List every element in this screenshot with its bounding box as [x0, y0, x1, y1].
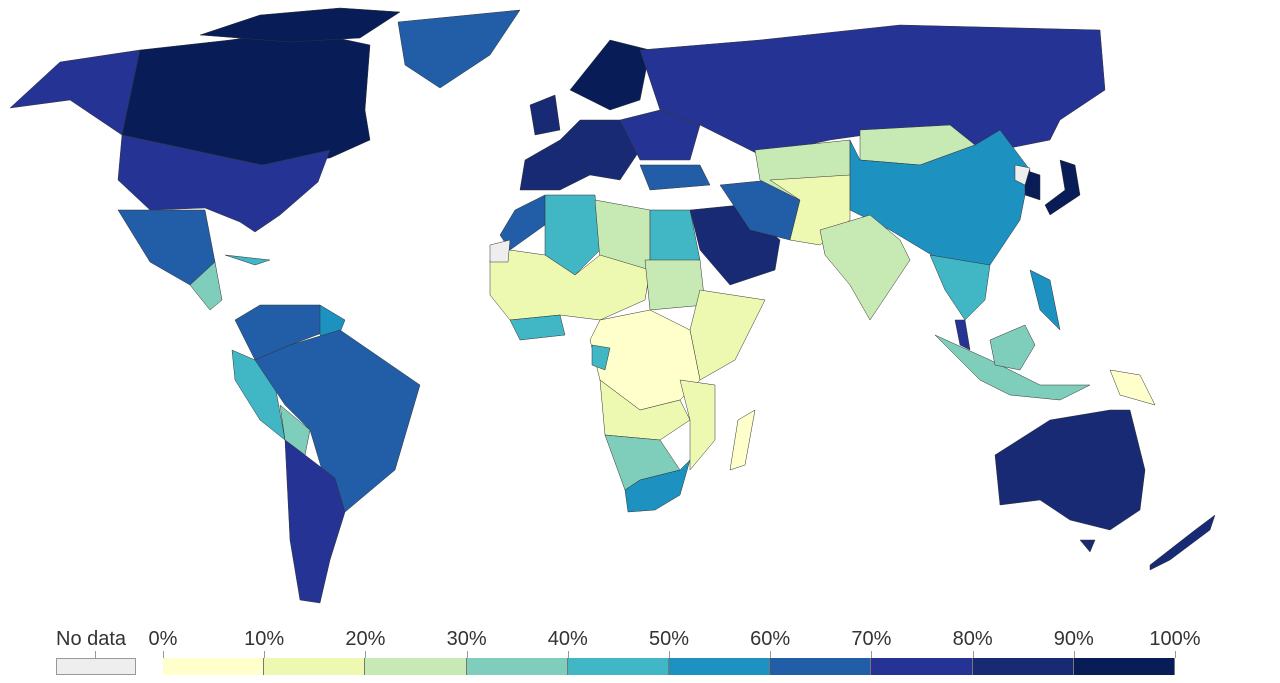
legend-tick-label: 70%	[851, 628, 892, 650]
no-data-swatch	[56, 658, 136, 675]
legend-bin-2	[365, 658, 467, 675]
country-eastern-europe[interactable]	[619, 109, 701, 161]
legend-bin-0	[163, 658, 265, 675]
country-madagascar[interactable]	[729, 409, 756, 471]
country-borneo[interactable]	[989, 324, 1036, 371]
country-western-sahara[interactable]	[489, 239, 511, 263]
country-malaysia[interactable]	[954, 319, 971, 351]
world-choropleth-map	[9, 7, 1216, 604]
country-gabon[interactable]	[591, 344, 611, 371]
legend-bin-4	[567, 658, 670, 675]
color-scale	[163, 658, 1176, 675]
legend-tick-label: 80%	[952, 628, 993, 650]
legend-tick	[365, 651, 367, 658]
legend-tick	[1175, 651, 1176, 658]
legend-bin-9	[1073, 658, 1176, 675]
legend-tick-label: 40%	[547, 628, 588, 650]
country-southeast-asia[interactable]	[929, 254, 991, 321]
country-papua-new-guinea[interactable]	[1109, 369, 1156, 406]
country-alaska[interactable]	[9, 49, 141, 136]
country-east-africa-south[interactable]	[679, 379, 716, 471]
legend-tick	[770, 651, 772, 658]
country-usa[interactable]	[117, 134, 331, 233]
legend-bin-5	[669, 658, 771, 675]
legend-tick-label: 10%	[244, 628, 285, 650]
legend-tick-label: 50%	[648, 628, 690, 650]
country-australia[interactable]	[994, 409, 1146, 531]
country-north-korea[interactable]	[1014, 164, 1031, 186]
legend-tick	[669, 651, 670, 658]
country-russia[interactable]	[639, 24, 1106, 156]
country-uk-ireland[interactable]	[529, 94, 561, 136]
country-south-africa[interactable]	[624, 459, 691, 513]
country-new-zealand[interactable]	[1149, 514, 1216, 571]
legend-tick-label: 60%	[750, 628, 791, 650]
country-west-african-coast[interactable]	[509, 314, 566, 341]
legend-tick-label: 30%	[446, 628, 487, 650]
legend-tick	[871, 651, 873, 658]
no-data-label: No data	[56, 628, 127, 650]
country-central-america[interactable]	[189, 261, 223, 311]
legend-bin-8	[972, 658, 1074, 675]
country-philippines[interactable]	[1029, 269, 1061, 331]
legend-tick-label: 0%	[148, 628, 178, 650]
legend-tick-label: 90%	[1053, 628, 1094, 650]
legend-tick-label: 20%	[345, 628, 386, 650]
country-sudan[interactable]	[644, 259, 706, 311]
legend-tick-label: 100%	[1149, 628, 1201, 650]
legend-tick	[466, 651, 468, 658]
legend-bin-3	[466, 658, 568, 675]
country-greenland[interactable]	[397, 9, 521, 89]
legend-tick	[1073, 651, 1075, 658]
country-india[interactable]	[819, 214, 911, 321]
country-morocco[interactable]	[499, 194, 546, 251]
legend-tick	[567, 651, 569, 658]
legend-bin-7	[871, 658, 973, 675]
country-scandinavia[interactable]	[569, 39, 651, 111]
country-turkey[interactable]	[639, 164, 711, 191]
country-cuba[interactable]	[224, 254, 271, 266]
legend-tick	[163, 651, 164, 658]
legend: No data 0% 10% 20% 30% 40% 50% 60% 70% 80% 90% 100…	[0, 625, 1280, 683]
legend-bin-6	[770, 658, 872, 675]
country-japan[interactable]	[1044, 159, 1081, 216]
country-horn-of-africa[interactable]	[689, 289, 766, 381]
country-argentina-chile[interactable]	[284, 439, 346, 604]
country-mexico[interactable]	[117, 209, 216, 286]
country-korea[interactable]	[1024, 169, 1041, 201]
no-data-tick	[95, 651, 96, 658]
country-canada-arctic-islands[interactable]	[199, 7, 401, 43]
legend-tick	[264, 651, 266, 658]
legend-tick	[972, 651, 974, 658]
country-brazil[interactable]	[254, 329, 421, 513]
legend-bin-1	[264, 658, 366, 675]
country-tasmania[interactable]	[1079, 539, 1096, 553]
